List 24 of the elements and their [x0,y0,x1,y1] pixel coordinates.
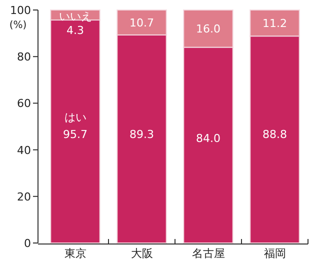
data-label: 89.3 [130,128,154,142]
x-tick-label: 大阪 [130,247,153,260]
y-axis-title: (%) [9,20,27,31]
data-label: 4.3 [66,24,84,37]
y-tick-label: 60 [17,97,31,110]
y-tick-label: 0 [24,237,31,250]
data-label: 88.8 [262,128,287,142]
y-tick-label: 80 [17,50,31,64]
y-tick-label: 20 [17,190,31,204]
x-tick-label: 福岡 [264,247,286,260]
data-label: 16.0 [196,22,220,36]
series-label: いいえ [58,10,92,23]
data-label: 84.0 [196,132,220,146]
bar [250,36,300,244]
y-tick-label: 40 [17,144,31,157]
series-label: はい [64,111,86,124]
data-label: 11.2 [262,17,287,30]
bar [183,46,234,244]
data-label: 10.7 [130,16,154,30]
bar [116,34,167,244]
data-label: 95.7 [63,128,88,142]
x-tick-label: 東京 [64,247,86,260]
y-tick-label: 100 [10,4,31,17]
x-tick-label: 名古屋 [192,247,225,260]
